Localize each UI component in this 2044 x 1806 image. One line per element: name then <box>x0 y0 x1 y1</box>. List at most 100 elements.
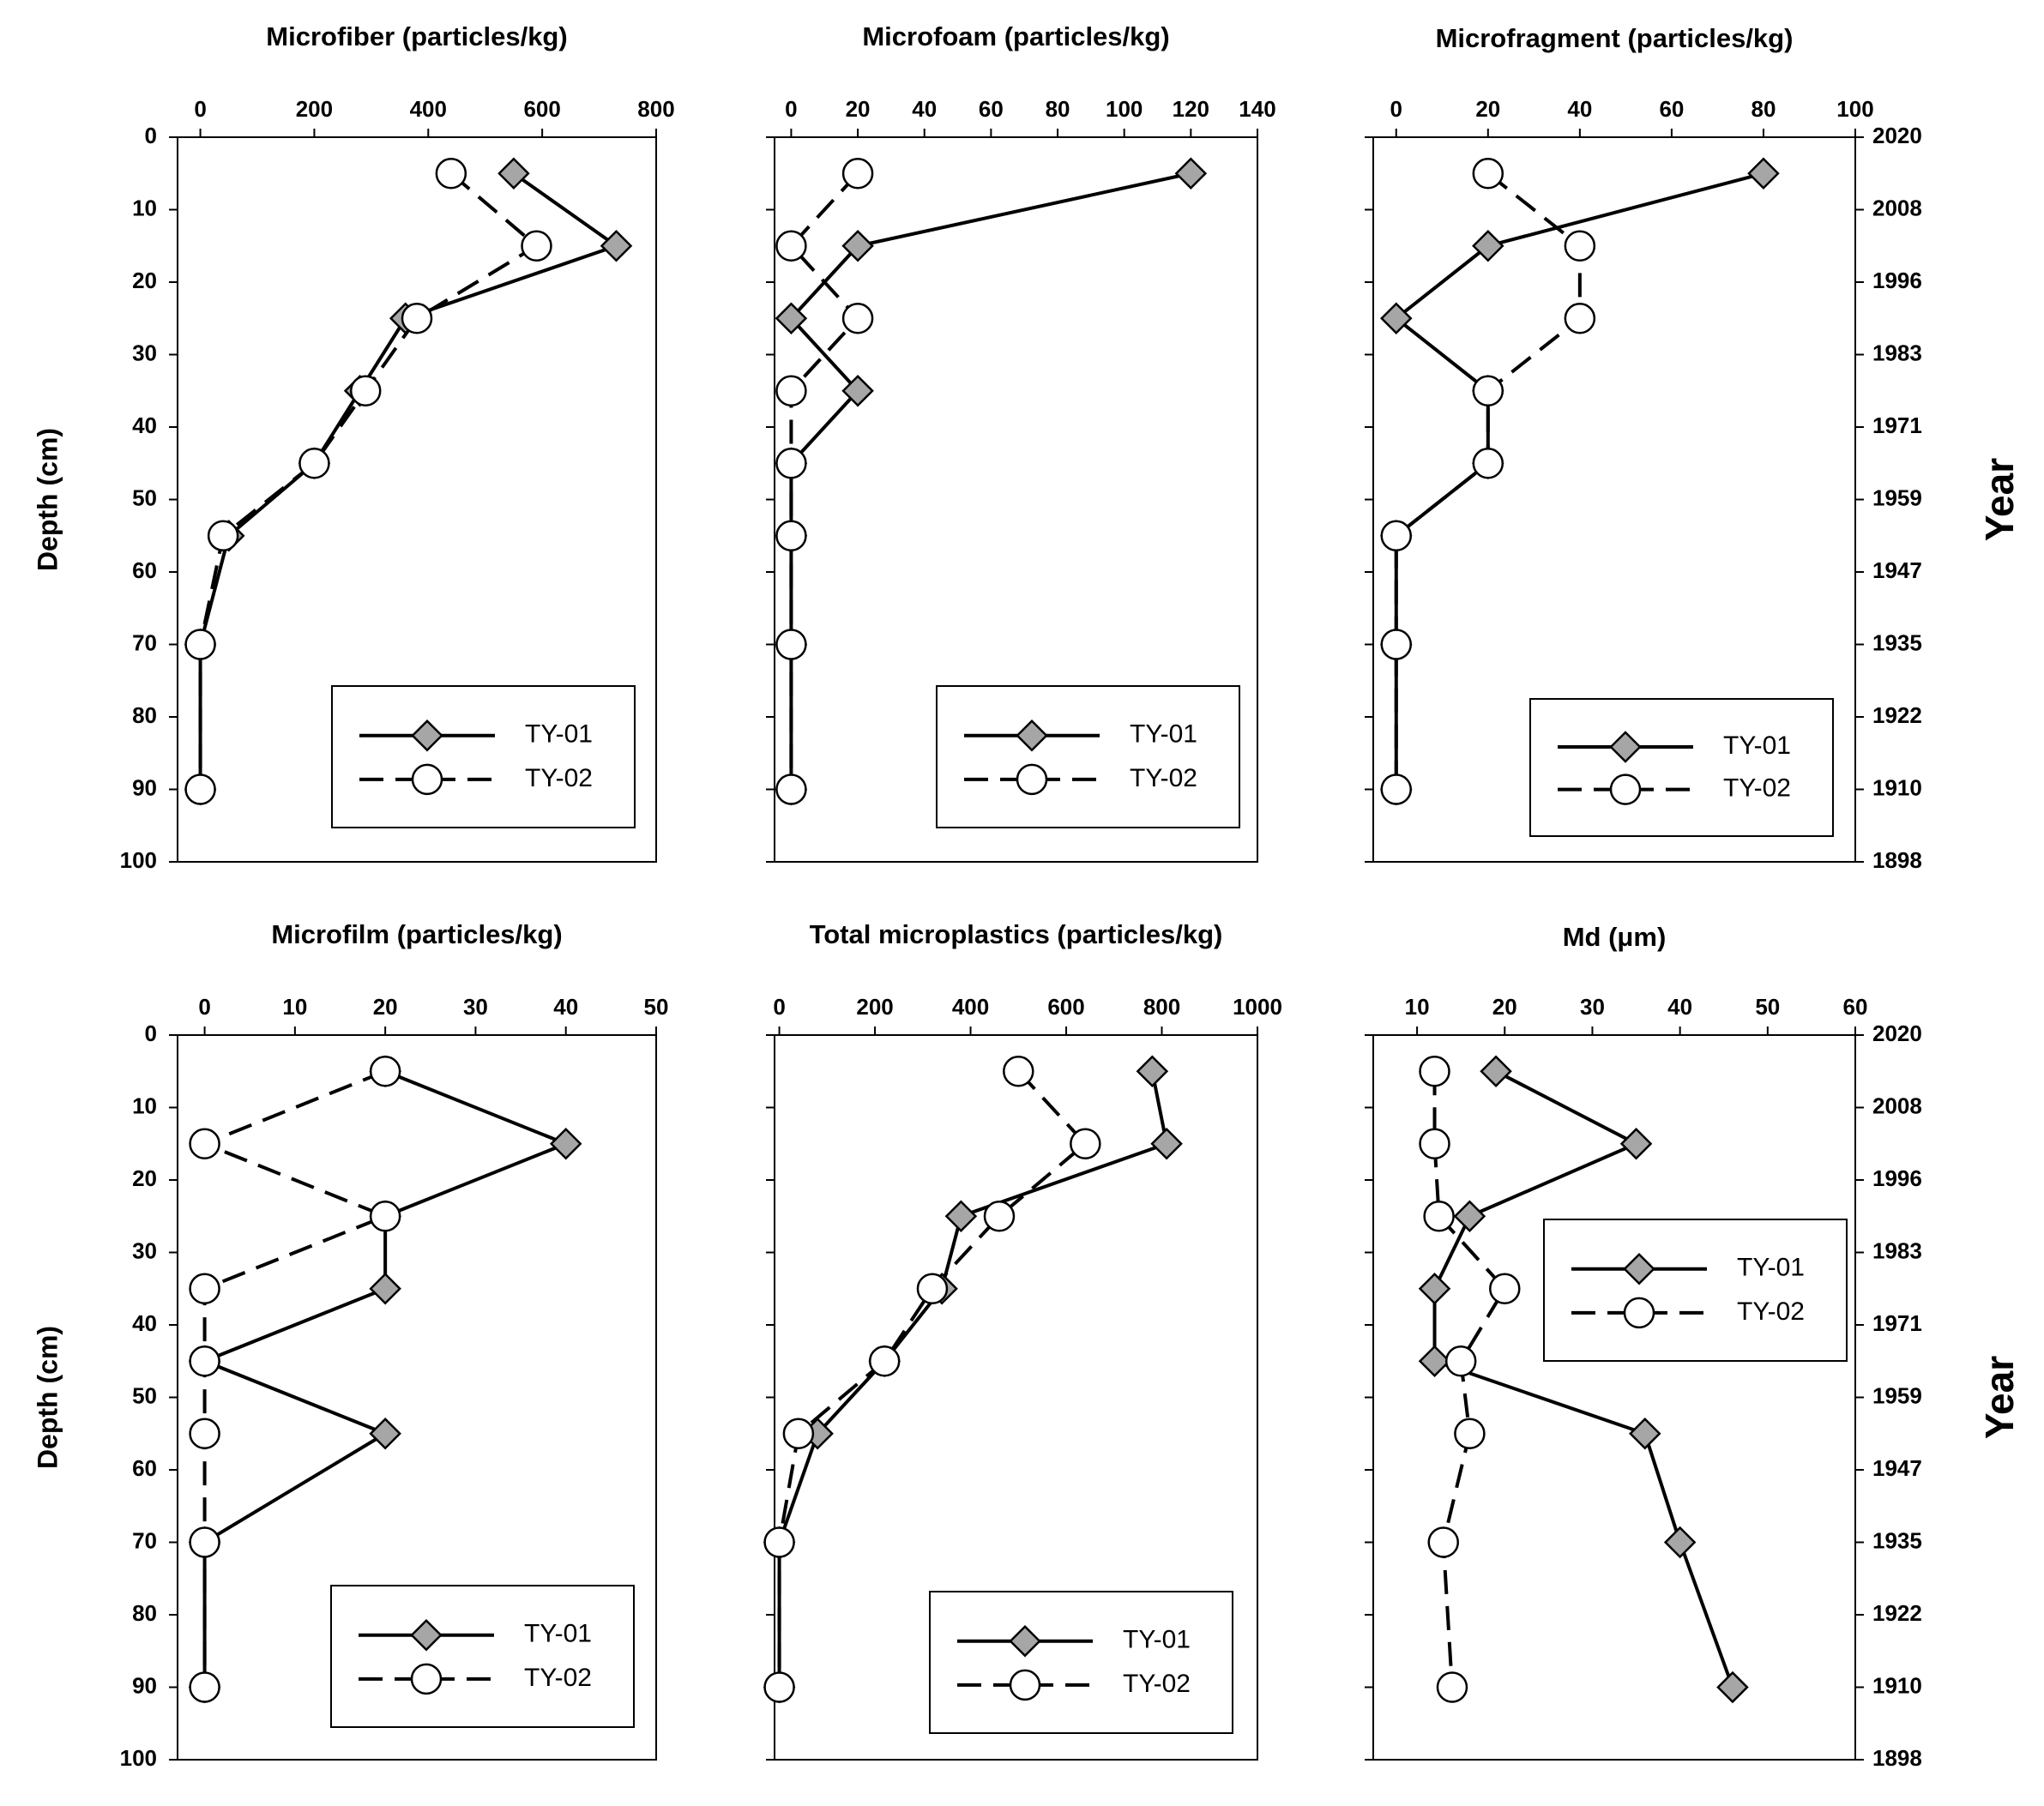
x-tick-label: 400 <box>410 96 447 122</box>
circle-marker <box>775 448 807 479</box>
circle-marker <box>189 1345 220 1377</box>
legend-box <box>331 685 636 828</box>
circle-marker <box>189 1418 220 1449</box>
x-tick-label: 20 <box>1475 96 1500 122</box>
x-tick-label: 800 <box>637 96 674 122</box>
x-tick-label: 40 <box>1667 994 1692 1020</box>
diamond-marker <box>497 157 530 190</box>
panel-3: Microfragment (particles/kg) 0 20 40 60 80 100… <box>1365 23 2022 873</box>
diamond-marker <box>1628 1417 1661 1450</box>
diamond-marker <box>1453 1200 1486 1233</box>
diamond-marker <box>841 374 874 407</box>
series-line-ty-01 <box>789 172 1191 790</box>
panel-4: Microfilm (particles/kg) 0 10 20 30 40 50 0 10 20… <box>32 919 668 1771</box>
y-tick-label: 80 <box>132 702 157 728</box>
diamond-marker <box>1418 1345 1451 1378</box>
circle-marker <box>189 1128 220 1159</box>
circle-marker <box>1380 774 1413 805</box>
circle-marker <box>1472 158 1504 190</box>
diamond-marker <box>841 229 874 262</box>
circle-marker <box>349 375 382 406</box>
year-tick-label: 1922 <box>1872 1600 1922 1626</box>
legend-circle-marker <box>410 1663 443 1695</box>
circle-marker <box>1444 1345 1477 1377</box>
x-tick-label: 800 <box>1143 994 1180 1020</box>
circle-marker <box>1472 375 1504 406</box>
y-tick-label: 10 <box>132 1093 157 1118</box>
series-line-ty-02 <box>777 1069 1088 1688</box>
legend-box <box>936 685 1240 828</box>
legend-label: TY-02 <box>1130 764 1197 792</box>
circle-marker <box>763 1526 795 1558</box>
year-tick-label: 2008 <box>1872 1093 1922 1118</box>
x-tick-label: 50 <box>644 994 669 1020</box>
x-tick-label: 0 <box>773 994 785 1020</box>
circle-marker <box>369 1201 401 1232</box>
circle-marker <box>184 774 216 805</box>
circle-marker <box>401 303 433 334</box>
panel-title: Microfilm (particles/kg) <box>271 919 562 949</box>
x-tick-label: 120 <box>1173 96 1209 122</box>
circle-marker <box>983 1201 1016 1232</box>
diamond-marker <box>1663 1526 1697 1559</box>
y-tick-label: 70 <box>132 1527 157 1553</box>
x-tick-label: 140 <box>1239 96 1275 122</box>
x-tick-label: 80 <box>1751 96 1776 122</box>
circle-marker <box>1472 448 1504 479</box>
diamond-marker <box>369 1417 401 1450</box>
year-tick-label: 1922 <box>1872 702 1922 728</box>
year-axis-label: Year <box>1977 458 2022 541</box>
diamond-marker <box>944 1200 978 1233</box>
x-tick-label: 0 <box>194 96 206 122</box>
circle-marker <box>782 1418 815 1449</box>
x-tick-label: 600 <box>1047 994 1084 1020</box>
year-tick-label: 1996 <box>1872 268 1922 293</box>
legend: TY-01 TY-02 <box>936 685 1240 828</box>
year-tick-label: 1971 <box>1872 1310 1922 1336</box>
x-tick-label: 0 <box>198 994 210 1020</box>
x-tick-label: 10 <box>1405 994 1430 1020</box>
x-tick-label: 40 <box>912 96 937 122</box>
legend: TY-01 TY-02 <box>331 685 636 828</box>
x-tick-label: 100 <box>1106 96 1143 122</box>
circle-marker <box>1423 1201 1455 1232</box>
legend-box <box>1529 698 1834 837</box>
depth-axis-label: Depth (cm) <box>32 1326 63 1469</box>
x-tick-label: 400 <box>952 994 989 1020</box>
legend: TY-01 TY-02 <box>330 1585 635 1728</box>
series-line-ty-02 <box>1432 1071 1507 1688</box>
x-tick-label: 40 <box>1567 96 1592 122</box>
legend-circle-marker <box>1009 1669 1041 1701</box>
x-tick-label: 30 <box>1580 994 1605 1020</box>
legend-diamond-marker <box>411 719 443 752</box>
year-tick-label: 1935 <box>1872 629 1922 655</box>
x-tick-label: 10 <box>282 994 307 1020</box>
legend-label: TY-02 <box>1737 1297 1805 1326</box>
circle-marker <box>1436 1671 1468 1703</box>
circle-marker <box>1427 1526 1459 1558</box>
year-tick-label: 2008 <box>1872 195 1922 220</box>
year-tick-label: 1983 <box>1872 340 1922 365</box>
circle-marker <box>775 774 807 805</box>
y-tick-label: 40 <box>132 1310 157 1336</box>
year-tick-label: 2020 <box>1872 123 1922 148</box>
circle-marker <box>435 158 467 190</box>
x-tick-label: 20 <box>846 96 871 122</box>
y-tick-label: 70 <box>132 629 157 655</box>
year-tick-label: 1959 <box>1872 485 1922 510</box>
y-tick-label: 40 <box>132 412 157 438</box>
y-tick-label: 30 <box>132 340 157 365</box>
legend-diamond-marker <box>1016 719 1048 752</box>
x-tick-label: 50 <box>1755 994 1780 1020</box>
diamond-marker <box>1174 157 1208 190</box>
legend-diamond-marker <box>1009 1624 1041 1658</box>
year-tick-label: 1947 <box>1872 1455 1922 1481</box>
circle-marker <box>1070 1128 1101 1159</box>
x-tick-label: 60 <box>1843 994 1868 1020</box>
legend-label: TY-02 <box>1723 774 1791 803</box>
legend-diamond-marker <box>1609 731 1642 763</box>
diamond-marker <box>1747 157 1780 190</box>
legend-label: TY-02 <box>1123 1670 1191 1698</box>
y-tick-label: 80 <box>132 1600 157 1626</box>
